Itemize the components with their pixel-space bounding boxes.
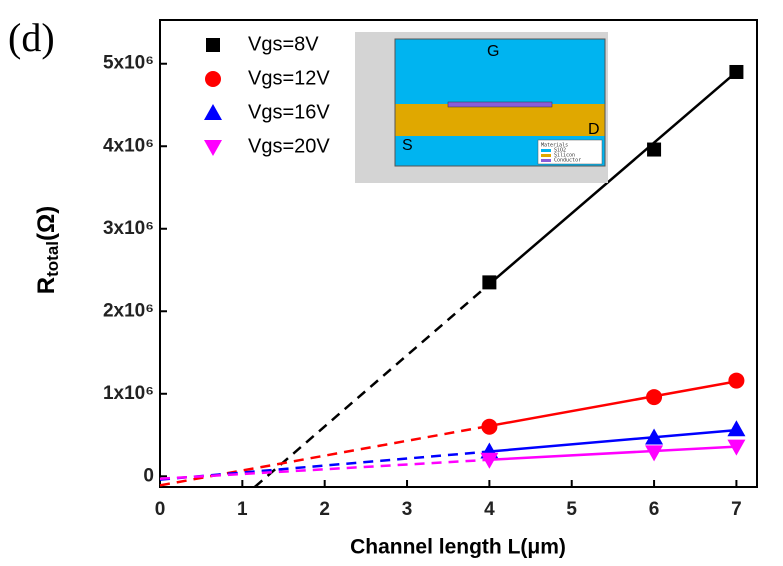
- x-tick-label: 2: [319, 499, 330, 520]
- legend-label: Vgs=20V: [248, 135, 330, 157]
- inset-material: SiO2: [554, 148, 566, 154]
- fit-line: [253, 283, 491, 488]
- inset-region: [395, 104, 605, 136]
- x-tick-label: 6: [649, 499, 660, 520]
- marker: [647, 142, 662, 157]
- legend-marker: [204, 140, 222, 156]
- fit-line: [489, 428, 737, 453]
- marker: [645, 445, 664, 462]
- inset-label: S: [402, 137, 413, 154]
- inset-swatch: [541, 149, 551, 152]
- x-tick-label: 0: [155, 499, 166, 520]
- marker: [728, 372, 745, 389]
- fit-line: [488, 71, 738, 285]
- marker: [646, 389, 663, 406]
- y-tick-label: 5x10⁶: [103, 53, 154, 74]
- inset-material: Conductor: [554, 158, 581, 164]
- inset-swatch: [541, 154, 551, 157]
- y-tick-label: 3x10⁶: [103, 218, 154, 239]
- fit-line: [159, 458, 490, 480]
- plot-frame: [159, 19, 758, 488]
- marker: [481, 418, 498, 435]
- y-tick-label: 0: [143, 465, 154, 486]
- marker: [729, 64, 744, 79]
- legend-label: Vgs=8V: [248, 33, 319, 55]
- y-tick-label: 2x10⁶: [103, 300, 154, 321]
- marker: [482, 275, 497, 290]
- inset-label: G: [487, 43, 499, 60]
- inset-frame: [394, 38, 606, 167]
- x-tick-label: 1: [237, 499, 248, 520]
- x-tick-label: 7: [731, 499, 742, 520]
- inset-region: [395, 39, 605, 104]
- y-title-sub: total: [43, 241, 62, 277]
- marker: [480, 452, 499, 469]
- x-tick-label: 4: [484, 499, 495, 520]
- y-title-rest: (Ω): [33, 206, 60, 241]
- y-title-main: R: [33, 277, 60, 294]
- legend-marker: [205, 71, 221, 87]
- legend-marker: [204, 104, 222, 120]
- fit-line: [489, 380, 737, 428]
- legend-marker: [206, 38, 220, 52]
- y-tick-label: 1x10⁶: [103, 383, 154, 404]
- y-axis-title: Rtotal(Ω): [33, 206, 62, 294]
- marker: [727, 439, 746, 456]
- legend-label: Vgs=12V: [248, 67, 330, 89]
- legend-label: Vgs=16V: [248, 101, 330, 123]
- x-tick-label: 3: [402, 499, 413, 520]
- x-axis-title: Channel length L(μm): [350, 536, 566, 559]
- x-tick-label: 5: [566, 499, 577, 520]
- fit-line: [489, 445, 737, 462]
- y-tick-label: 4x10⁶: [103, 135, 154, 156]
- inset-image: Materials SiO2 Silicon Conductor G S D: [355, 32, 608, 183]
- marker: [645, 428, 664, 445]
- inset-label: D: [588, 121, 600, 138]
- inset-region: [447, 101, 553, 108]
- marker: [727, 420, 746, 437]
- panel-label: (d): [8, 15, 55, 60]
- inset-material: Silicon: [554, 153, 575, 159]
- inset-legend-title: Materials: [541, 143, 568, 149]
- fit-line: [159, 450, 490, 481]
- inset-swatch: [541, 159, 551, 162]
